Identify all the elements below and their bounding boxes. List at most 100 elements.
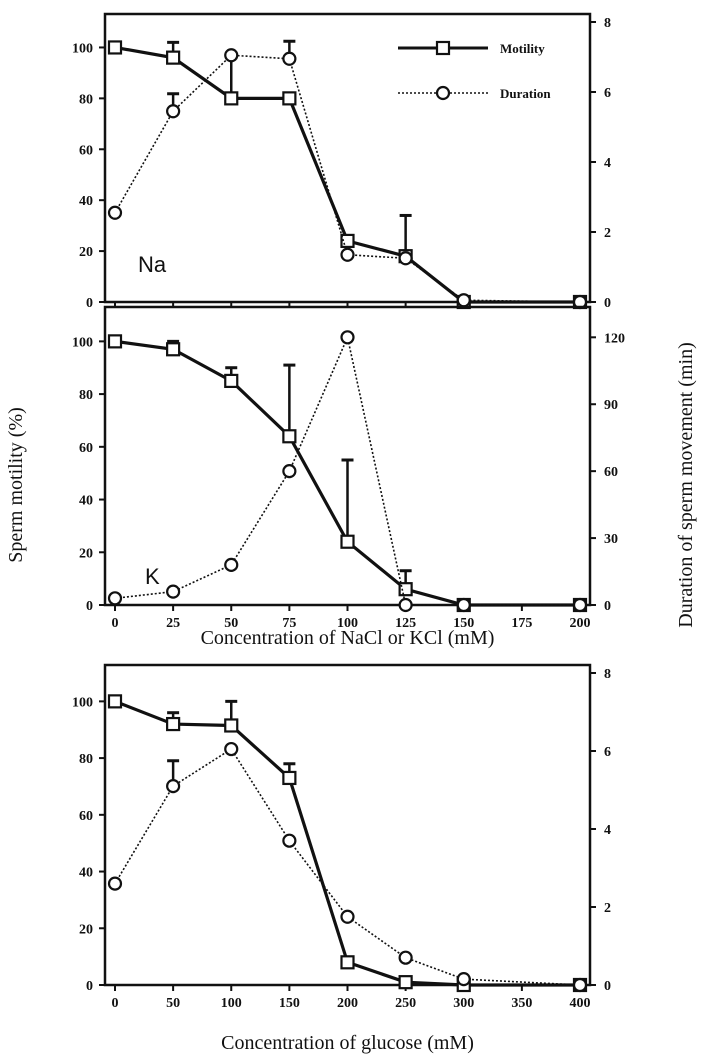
x-tick-label: 125: [395, 616, 416, 631]
series-motility: [107, 334, 588, 613]
circle-marker: [166, 104, 181, 119]
right-y-tick-label: 8: [604, 667, 611, 682]
right-y-tick-label: 2: [604, 901, 611, 916]
circle-marker: [572, 597, 588, 613]
left-y-tick-label: 100: [72, 335, 93, 350]
x-tick-label: 200: [337, 996, 358, 1011]
square-marker: [340, 955, 355, 970]
left-y-tick-label: 60: [79, 441, 93, 456]
left-y-tick-label: 20: [79, 922, 93, 937]
left-y-tick-label: 80: [79, 388, 93, 403]
circle-marker: [456, 972, 471, 987]
x-tick-label: 250: [395, 996, 416, 1011]
circle-marker: [456, 597, 471, 613]
left-y-tick-label: 40: [79, 194, 93, 209]
left-y-tick-label: 60: [79, 143, 93, 158]
x-tick-label: 175: [511, 616, 532, 631]
right-y-tick-label: 90: [604, 398, 618, 413]
x-tick-label: 75: [282, 616, 296, 631]
x-tick-label: 150: [279, 996, 300, 1011]
square-marker: [224, 91, 239, 106]
left-y-tick-label: 80: [79, 92, 93, 107]
x-tick-label: 200: [570, 616, 591, 631]
x-tick-label: 0: [112, 996, 119, 1011]
panel-label: K: [145, 564, 160, 589]
series-line: [114, 45, 580, 304]
circle-marker: [456, 293, 471, 308]
right-y-tick-label: 4: [604, 156, 611, 171]
legend-circle-marker: [435, 85, 451, 101]
square-marker: [340, 534, 355, 549]
right-y-tick-label: 30: [604, 532, 618, 547]
x-tick-label: 100: [221, 996, 242, 1011]
x-tick-label: 0: [112, 616, 119, 631]
left-y-tick-label: 80: [79, 752, 93, 767]
circle-marker: [398, 950, 413, 965]
circle-marker: [166, 778, 181, 794]
right-y-tick-label: 6: [604, 86, 611, 101]
square-marker: [398, 582, 413, 597]
series-motility: [107, 694, 588, 993]
chart-panel-k: 0 20 40 60 80 100 0 30 60 90 120 0 25 50 75 100 125 150 17…: [72, 305, 625, 649]
circle-marker: [166, 584, 181, 599]
square-marker: [107, 334, 123, 349]
left-y-tick-label: 40: [79, 494, 93, 509]
square-marker: [166, 342, 181, 357]
square-marker: [282, 91, 297, 106]
left-y-tick-label: 100: [72, 41, 93, 56]
circle-marker: [107, 591, 123, 606]
left-y-tick-label: 100: [72, 695, 93, 710]
series-line: [114, 339, 580, 607]
square-marker: [282, 770, 297, 786]
series-duration: [107, 741, 588, 993]
x-tick-label: 50: [166, 996, 180, 1011]
x-axis-title: Concentration of glucose (mM): [221, 1032, 474, 1054]
right-y-tick-label: 0: [604, 599, 611, 614]
legend-label: Motility: [500, 41, 545, 56]
x-axis-title: Concentration of NaCl or KCl (mM): [201, 627, 495, 649]
circle-marker: [340, 330, 355, 345]
right-y-tick-label: 2: [604, 226, 611, 241]
circle-marker: [340, 909, 355, 924]
square-marker: [224, 718, 239, 733]
left-axis-title: Sperm motility (%): [5, 407, 27, 563]
right-y-tick-label: 120: [604, 331, 625, 346]
legend-label: Duration: [500, 86, 551, 101]
circle-marker: [282, 51, 297, 66]
x-tick-label: 300: [453, 996, 474, 1011]
right-y-tick-label: 0: [604, 296, 611, 311]
series-line: [114, 699, 580, 987]
chart-panel-na: 0 20 40 60 80 100 0 2 4 6 8 Na Motility Duration: [72, 12, 611, 311]
circle-marker: [572, 977, 588, 993]
legend: Motility Duration: [398, 40, 551, 101]
square-marker: [107, 694, 123, 709]
circle-marker: [224, 741, 239, 757]
x-tick-label: 350: [511, 996, 532, 1011]
left-y-tick-label: 20: [79, 546, 93, 561]
square-marker: [398, 975, 413, 990]
right-y-tick-label: 0: [604, 979, 611, 994]
legend-square-marker: [435, 40, 451, 56]
square-marker: [107, 40, 123, 55]
series-duration: [107, 39, 588, 310]
right-axis-title: Duration of sperm movement (min): [675, 342, 697, 628]
square-marker: [224, 373, 239, 389]
circle-marker: [398, 597, 413, 613]
square-marker: [166, 50, 181, 65]
series-line: [114, 334, 580, 606]
right-y-tick-label: 4: [604, 823, 611, 838]
x-tick-label: 50: [224, 616, 238, 631]
left-y-tick-label: 20: [79, 245, 93, 260]
left-y-tick-label: 0: [86, 296, 93, 311]
square-marker: [282, 429, 297, 444]
circle-marker: [224, 48, 239, 63]
x-tick-label: 400: [570, 996, 591, 1011]
right-y-tick-label: 8: [604, 16, 611, 31]
panel-label: Na: [138, 252, 167, 277]
circle-marker: [282, 464, 297, 479]
series-motility: [107, 40, 588, 310]
series-line: [114, 747, 581, 986]
right-y-tick-label: 60: [604, 465, 618, 480]
